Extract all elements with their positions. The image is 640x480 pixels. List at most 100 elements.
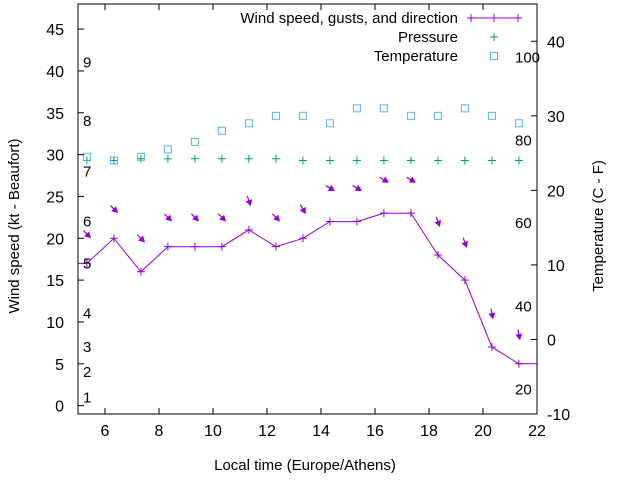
beaufort-label: 6 [83,214,91,231]
y-tick-label: 35 [46,106,64,123]
y-tick-label: 15 [46,273,64,290]
wind-speed-point [82,259,91,268]
legend-marker [490,14,498,22]
wind-direction-arrow [434,216,442,228]
arrow-head [138,235,146,243]
wind-speed-line [78,212,537,365]
y2-axis-label: Temperature (C - F) [590,160,607,292]
arrow-head [84,231,92,239]
arrow-head [111,206,119,214]
wind-direction-arrow [461,237,469,248]
pressure-point [244,154,253,163]
temperature-point [190,137,199,146]
arrow-head [488,312,496,320]
legend-label: Pressure [398,29,458,46]
pressure-point [271,154,280,163]
wind-direction-arrow [163,213,173,222]
arrow-head [219,214,227,222]
y2-tick-label: 20 [547,183,565,200]
wind-direction-arrow [245,195,253,207]
x-tick-label: 14 [312,423,330,440]
wind-speed-point [109,234,118,243]
beaufort-label: 8 [83,113,91,130]
arrow-head [354,184,362,191]
wind-speed-point [460,276,469,285]
legend-marker [514,14,522,22]
wind-speed-point [217,242,226,251]
fahrenheit-label: 60 [515,215,532,232]
temperature-point [271,111,280,120]
temperature-point [82,152,91,161]
y-tick-label: 40 [46,64,64,81]
temperature-point [244,119,253,128]
pressure-point [433,156,442,165]
arrow-head [461,240,469,248]
pressure-point [352,156,361,165]
wind-direction-arrow [379,176,389,183]
wind-speed-point [136,267,145,276]
arrow-head [299,206,306,215]
pressure-point [109,156,118,165]
beaufort-label: 9 [83,55,91,72]
pressure-point [298,156,307,165]
wind-direction-arrow [515,329,523,341]
temperature-point [514,119,523,128]
y-tick-label: 30 [46,148,64,165]
fahrenheit-label: 20 [515,381,532,398]
wind-direction-arrow [299,204,306,215]
arrow-head [165,214,173,222]
y-tick-label: 20 [46,231,64,248]
y-tick-label: 25 [46,189,64,206]
beaufort-label: 3 [83,339,91,356]
y2-tick-label: 40 [547,34,565,51]
wind-speed-point [325,217,334,226]
x-tick-label: 18 [420,423,438,440]
temperature-point [379,104,388,113]
pressure-point [190,154,199,163]
wind-direction-arrow [406,176,416,183]
wind-speed-point [379,209,388,218]
temperature-point [298,111,307,120]
temperature-point [460,104,469,113]
wind-direction-arrow [217,213,227,222]
fahrenheit-label: 40 [515,299,532,316]
pressure-point [487,156,496,165]
arrow-head [245,199,253,207]
wind-direction-arrow [109,205,119,214]
wind-direction-arrow [271,213,281,222]
x-tick-label: 22 [528,423,546,440]
wind-direction-arrow [325,184,335,192]
pressure-point [460,156,469,165]
x-tick-label: 16 [366,423,384,440]
y-axis-label: Wind speed (kt - Beaufort) [6,138,23,313]
wind-direction-arrow [136,234,146,243]
y2-tick-label: 10 [547,258,565,275]
pressure-point [217,154,226,163]
plot-layer [78,104,537,368]
pressure-point [325,156,334,165]
wind-speed-point [514,359,523,368]
legend-marker [467,14,475,22]
wind-speed-point [244,225,253,234]
axes: 6 8 10 12 14 16 18 20 22051015202530354045-10010… [46,3,570,440]
beaufort-label: 7 [83,163,91,180]
temperature-point [487,111,496,120]
arrow-head [515,333,523,341]
legend-marker [490,33,498,41]
arrow-head [381,176,389,183]
beaufort-label: 1 [83,389,91,406]
wind-speed-point [487,343,496,352]
arrow-head [192,214,200,222]
wind-speed-point [190,242,199,251]
arrow-head [408,176,416,183]
wind-speed-point [352,217,361,226]
pressure-point [379,156,388,165]
fahrenheit-label: 80 [515,132,532,149]
y-tick-label: 0 [55,399,64,416]
arrow-head [273,214,281,222]
fahrenheit-label: 100 [515,50,540,67]
x-tick-label: 20 [474,423,492,440]
y-tick-label: 5 [55,357,64,374]
temperature-point [217,126,226,135]
